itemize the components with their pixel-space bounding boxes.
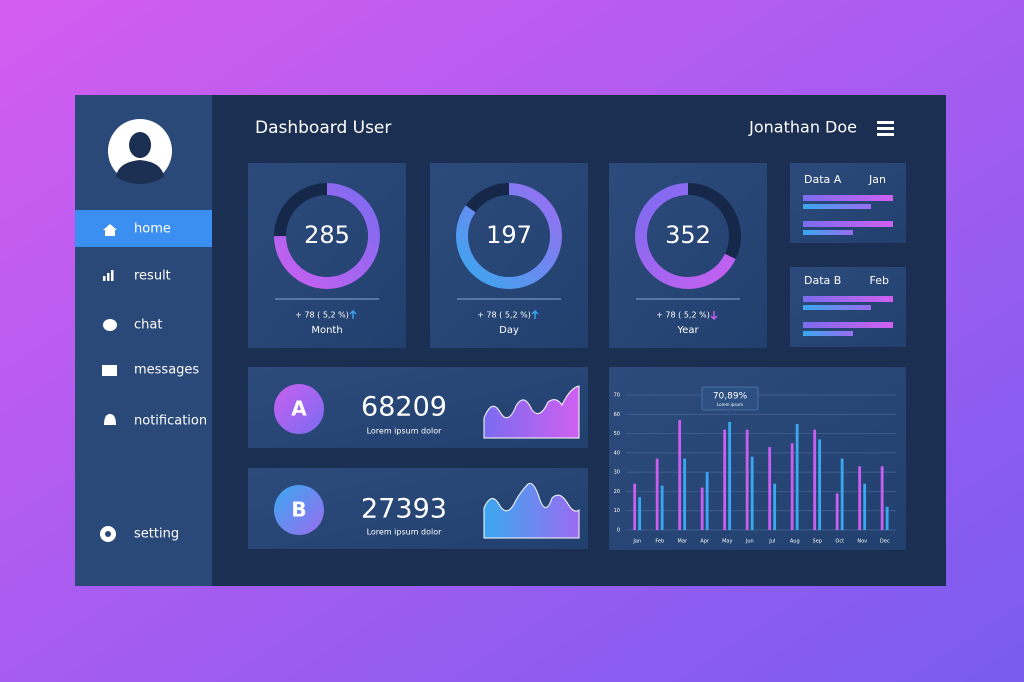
nav-icons <box>100 224 117 542</box>
stat-period: Year <box>676 325 699 336</box>
summary-letter: B <box>291 498 306 522</box>
bar <box>813 429 817 530</box>
y-tick-label: 50 <box>614 431 620 437</box>
x-tick-label: Apr <box>700 539 710 545</box>
stat-value: 352 <box>665 221 711 249</box>
y-tick-label: 70 <box>614 393 620 399</box>
tooltip-pointer <box>725 410 733 415</box>
summary-card <box>248 367 588 448</box>
summary-caption: Lorem ipsum dolor <box>367 528 443 537</box>
x-tick-label: Aug <box>790 539 800 545</box>
nav-item[interactable]: home <box>134 222 171 237</box>
stat-change: + 78 ( 5,2 %) <box>656 311 710 320</box>
data-month: Feb <box>870 274 889 287</box>
stat-change: + 78 ( 5,2 %) <box>477 311 531 320</box>
bar <box>660 485 664 530</box>
bar <box>818 439 822 530</box>
x-tick-label: Jan <box>632 539 641 545</box>
bar <box>880 466 884 530</box>
stat-value: 197 <box>486 221 532 249</box>
data-card <box>790 163 906 243</box>
tooltip-label: 70,89% <box>713 392 748 402</box>
menu-icon[interactable] <box>877 121 894 136</box>
bar <box>863 483 867 530</box>
x-tick-label: May <box>722 539 732 545</box>
x-tick-label: Feb <box>655 539 664 545</box>
gear-hole <box>105 531 111 537</box>
bar <box>858 466 862 530</box>
bar <box>655 458 659 530</box>
x-tick-label: Mar <box>678 539 688 545</box>
bar <box>750 456 754 530</box>
bar <box>705 472 709 530</box>
stat-value: 285 <box>304 221 350 249</box>
bar <box>700 487 704 530</box>
active-item <box>75 210 212 247</box>
y-tick-label: 40 <box>614 450 620 456</box>
x-tick-label: Nov <box>857 539 867 545</box>
summary-card <box>248 468 588 549</box>
nav-item[interactable]: chat <box>134 318 162 333</box>
page-title: Dashboard User <box>255 118 391 138</box>
bar <box>795 423 799 530</box>
stat-change: + 78 ( 5,2 %) <box>295 311 349 320</box>
y-tick-label: 20 <box>614 489 620 495</box>
y-tick-label: 30 <box>614 470 620 476</box>
tooltip-caption: Lorem ipsum <box>717 402 743 407</box>
nav-item[interactable]: messages <box>134 363 199 378</box>
bar <box>885 506 889 530</box>
bar <box>633 483 637 530</box>
data-label: Data A <box>804 173 842 186</box>
x-tick-label: Jul <box>768 539 775 545</box>
bar <box>745 429 749 530</box>
x-tick-label: Jun <box>745 539 754 545</box>
bar <box>840 458 844 530</box>
data-label: Data B <box>804 274 841 287</box>
bar <box>723 429 727 530</box>
summary-value: 27393 <box>361 494 447 525</box>
data-card <box>790 267 906 347</box>
bar <box>638 497 642 530</box>
x-tick-label: Oct <box>835 539 844 545</box>
nav-item[interactable]: result <box>134 269 171 284</box>
avatar-icon <box>116 132 164 184</box>
stat-card <box>609 163 767 348</box>
bar <box>835 493 839 530</box>
summary-letter: A <box>291 397 307 421</box>
bar <box>768 447 772 530</box>
y-tick-label: 0 <box>617 528 620 534</box>
stat-period: Day <box>499 325 519 336</box>
stat-period: Month <box>311 325 342 336</box>
bar <box>790 443 794 530</box>
nav-item[interactable]: notification <box>134 414 207 429</box>
x-tick-label: Sep <box>813 539 822 545</box>
stat-card <box>430 163 588 348</box>
nav-item[interactable]: setting <box>134 527 179 542</box>
trend-arrow <box>349 310 718 320</box>
data-month: Jan <box>868 173 886 186</box>
x-tick-label: Dec <box>880 539 890 545</box>
y-tick-label: 60 <box>614 412 620 418</box>
user-name[interactable]: Jonathan Doe <box>748 118 857 137</box>
bar <box>683 458 687 530</box>
bar <box>678 420 682 530</box>
stat-card <box>248 163 406 348</box>
summary-caption: Lorem ipsum dolor <box>367 427 443 436</box>
bar <box>773 483 777 530</box>
chart: 0 10 20 30 40 50 60 70 Jan Feb Mar Apr May Jun Jul Aug S… <box>614 386 896 545</box>
y-tick-label: 10 <box>614 508 620 514</box>
bar <box>728 422 732 530</box>
summary-value: 68209 <box>361 392 447 423</box>
